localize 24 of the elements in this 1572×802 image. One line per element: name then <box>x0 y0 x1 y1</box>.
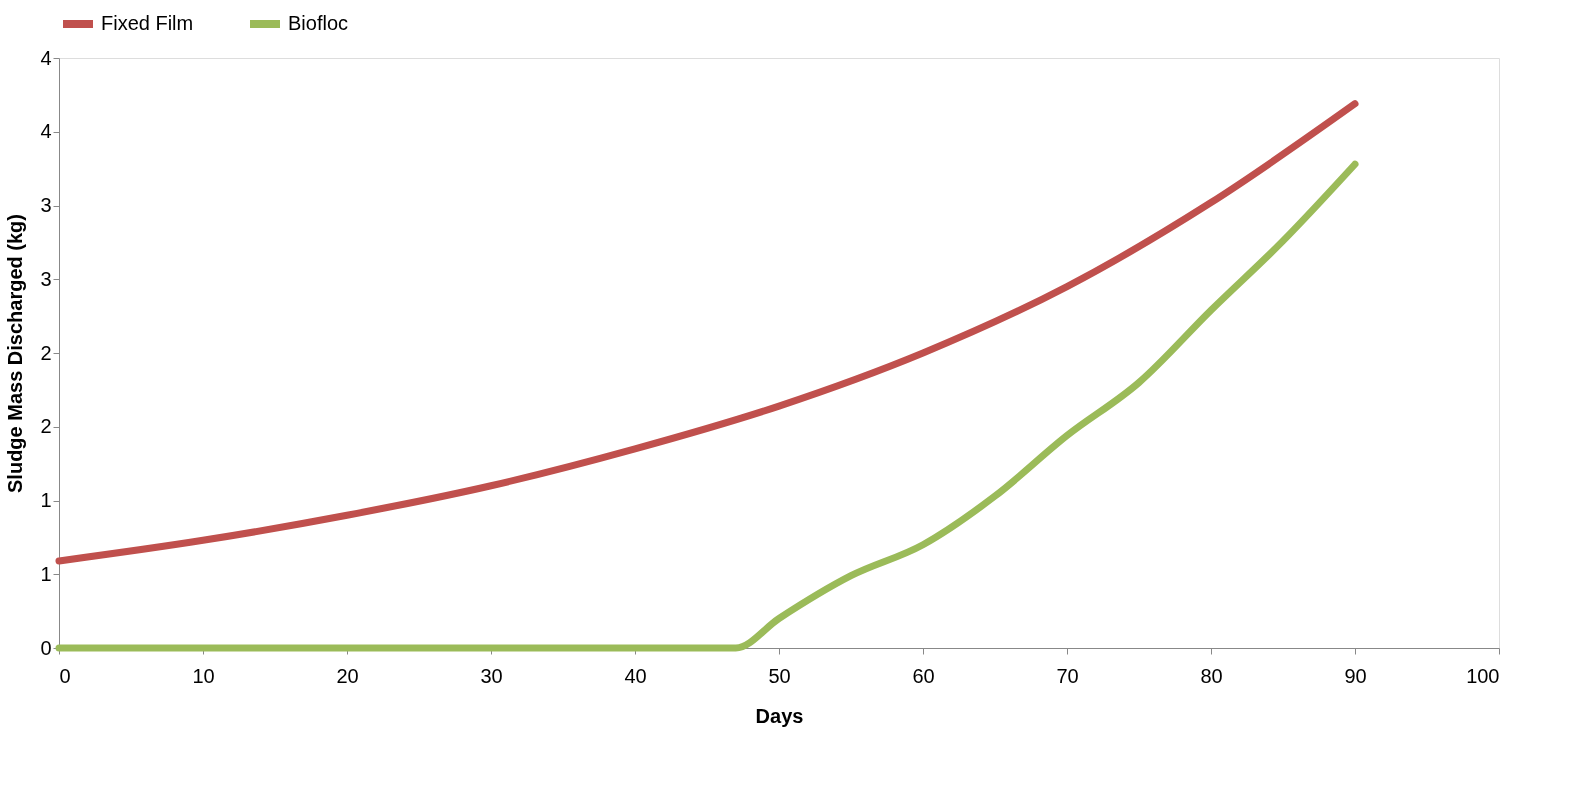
legend-label: Fixed Film <box>101 12 194 34</box>
x-tick-label: 10 <box>192 664 215 687</box>
y-axis-title: Sludge Mass Discharged (kg) <box>4 214 27 493</box>
x-tick-label: 90 <box>1344 664 1367 687</box>
x-tick-label: 60 <box>912 664 935 687</box>
y-tick-label: 0 <box>40 636 52 659</box>
y-tick-label: 3 <box>40 267 52 290</box>
y-tick-label: 1 <box>40 562 52 585</box>
legend-label: Biofloc <box>288 12 349 34</box>
x-tick-label: 100 <box>1466 664 1500 687</box>
y-tick-label: 4 <box>40 120 52 143</box>
y-tick-label: 2 <box>40 415 52 438</box>
x-tick-label: 30 <box>480 664 503 687</box>
x-tick-label: 50 <box>768 664 791 687</box>
y-tick-label: 3 <box>40 194 52 216</box>
x-tick-label: 80 <box>1200 664 1223 687</box>
y-tick-label: 1 <box>40 489 52 511</box>
x-tick-label: 20 <box>336 664 359 687</box>
x-tick-label: 40 <box>624 664 647 687</box>
y-tick-label: 4 <box>40 46 52 69</box>
x-tick-label: 0 <box>59 664 71 687</box>
y-tick-label: 2 <box>40 341 52 364</box>
x-axis-title: Days <box>755 704 804 727</box>
x-tick-label: 70 <box>1056 664 1079 687</box>
